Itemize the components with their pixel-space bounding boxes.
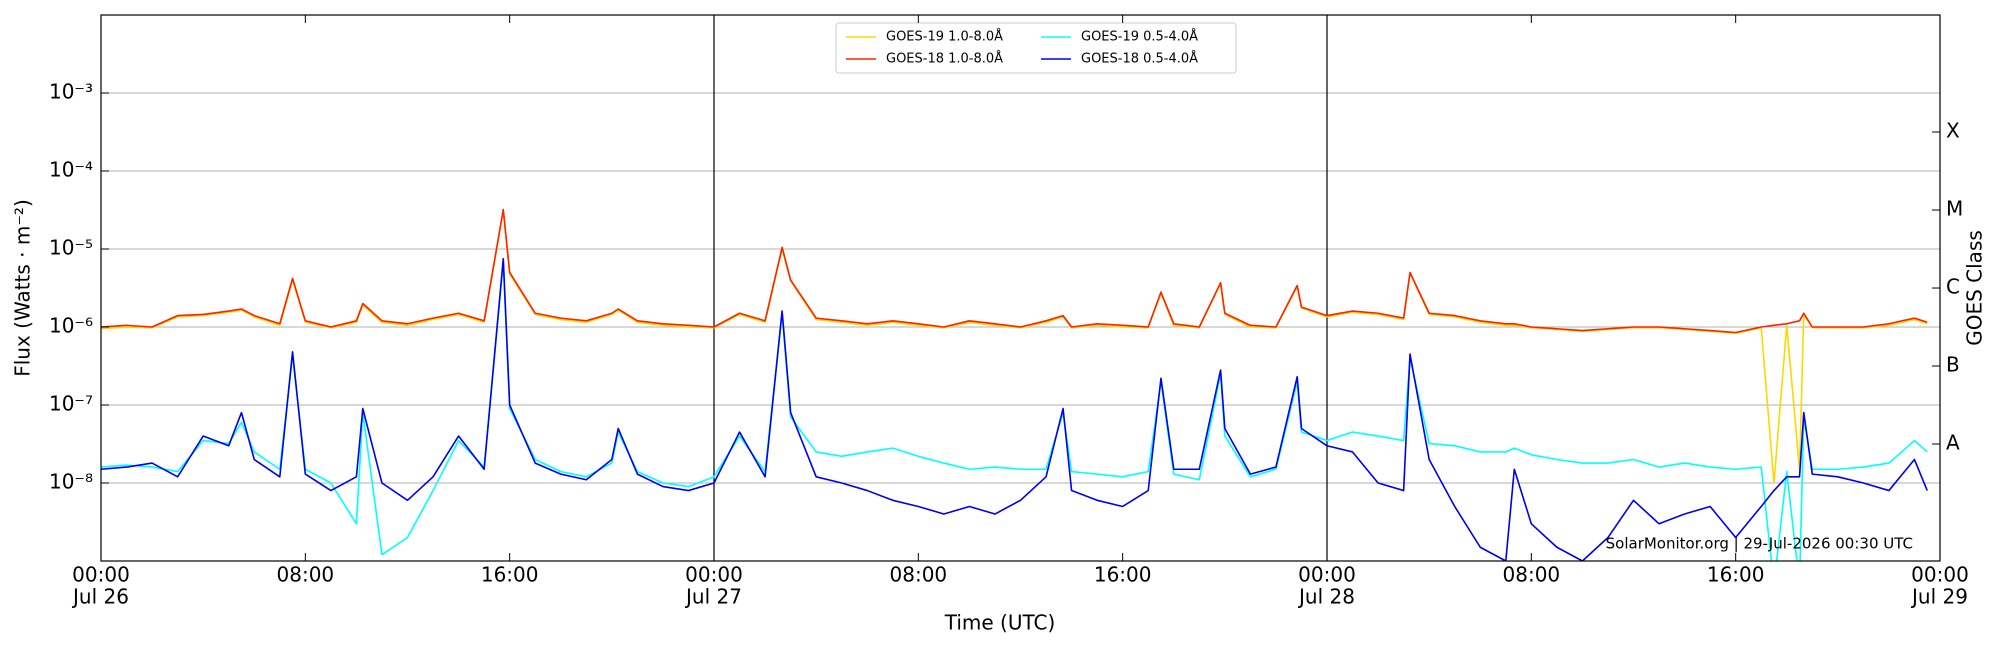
- x-tick-label: 08:00: [1503, 563, 1561, 587]
- x-tick-label: 00:00: [1911, 563, 1969, 587]
- y2-tick-label: A: [1946, 431, 1960, 455]
- y-tick-label: 10⁻⁶: [49, 314, 93, 338]
- x-axis-label: Time (UTC): [944, 611, 1056, 635]
- y-axis-label: Flux (Watts · m⁻²): [11, 199, 35, 377]
- x-tick-date: Jul 29: [1910, 585, 1968, 609]
- y-tick-label: 10⁻⁵: [49, 236, 93, 260]
- legend: GOES-19 1.0-8.0Å GOES-18 1.0-8.0Å GOES-19 …: [835, 22, 1237, 74]
- x-tick-label: 08:00: [277, 563, 335, 587]
- footer: SolarMonitor.org | 29-Jul-2026 00:30 UTC: [1606, 535, 1913, 553]
- x-tick-label: 16:00: [1707, 563, 1765, 587]
- x-tick-label: 00:00: [1298, 563, 1356, 587]
- x-tick-date: Jul 28: [1297, 585, 1355, 609]
- legend-label: GOES-19 0.5-4.0Å: [1081, 29, 1198, 45]
- y-tick-label: 10⁻³: [49, 80, 93, 104]
- y-tick-label: 10⁻⁴: [49, 158, 93, 182]
- y2-axis-label: GOES Class: [1963, 230, 1987, 346]
- x-tick-label: 08:00: [890, 563, 948, 587]
- y-tick-label: 10⁻⁷: [49, 392, 93, 416]
- legend-label: GOES-19 1.0-8.0Å: [886, 29, 1003, 45]
- y2-tick-label: X: [1946, 119, 1960, 143]
- legend-label: GOES-18 1.0-8.0Å: [886, 51, 1003, 67]
- x-tick-label: 16:00: [481, 563, 539, 587]
- x-tick-label: 16:00: [1094, 563, 1152, 587]
- series-line: [101, 208, 1928, 334]
- y2-tick-label: B: [1946, 353, 1960, 377]
- legend-label: GOES-18 0.5-4.0Å: [1081, 51, 1198, 67]
- legend-box: [835, 22, 1237, 74]
- x-tick-date: Jul 27: [684, 585, 742, 609]
- x-tick-label: 00:00: [72, 563, 130, 587]
- x-tick-date: Jul 26: [71, 585, 129, 609]
- series-layer: [101, 208, 1928, 561]
- y-tick-label: 10⁻⁸: [49, 470, 93, 494]
- y2-tick-label: M: [1946, 197, 1963, 221]
- series-line: [101, 257, 1928, 561]
- x-tick-label: 00:00: [685, 563, 743, 587]
- y2-tick-label: C: [1946, 275, 1960, 299]
